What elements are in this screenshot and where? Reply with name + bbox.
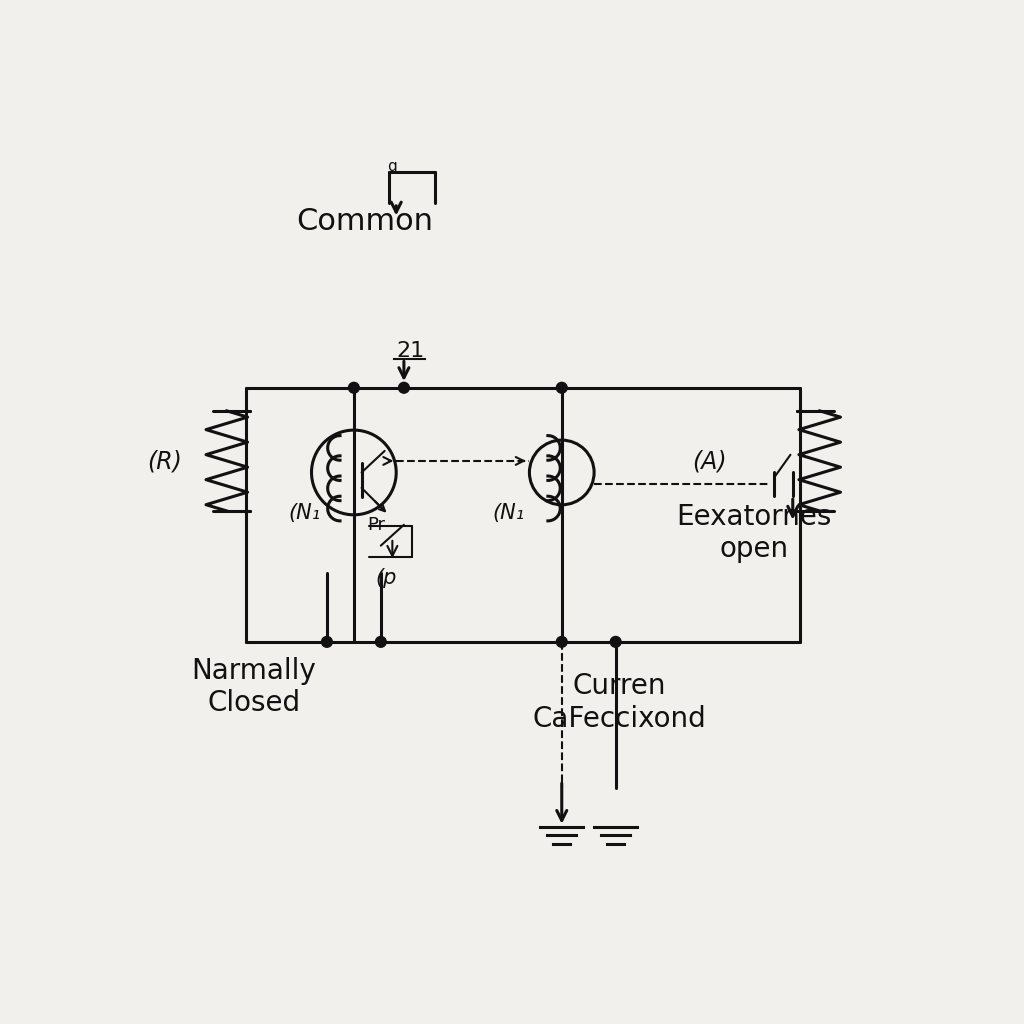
Text: Pr: Pr (368, 516, 386, 535)
Text: g: g (387, 159, 396, 174)
Circle shape (398, 382, 410, 393)
Text: 21: 21 (396, 341, 425, 361)
Text: (p: (p (376, 568, 396, 588)
Text: Curren
CaFeccixond: Curren CaFeccixond (532, 672, 707, 732)
Circle shape (376, 637, 386, 647)
Circle shape (556, 637, 567, 647)
Text: Eexatornes
open: Eexatornes open (677, 503, 831, 563)
Circle shape (322, 637, 333, 647)
Text: (N₁: (N₁ (493, 503, 524, 522)
Text: Narmally
Closed: Narmally Closed (191, 656, 316, 717)
Text: (R): (R) (147, 450, 182, 474)
Text: (N₁: (N₁ (289, 503, 321, 522)
Circle shape (610, 637, 621, 647)
Circle shape (348, 382, 359, 393)
Text: (A): (A) (692, 450, 727, 474)
Text: Common: Common (296, 207, 433, 236)
Circle shape (556, 382, 567, 393)
